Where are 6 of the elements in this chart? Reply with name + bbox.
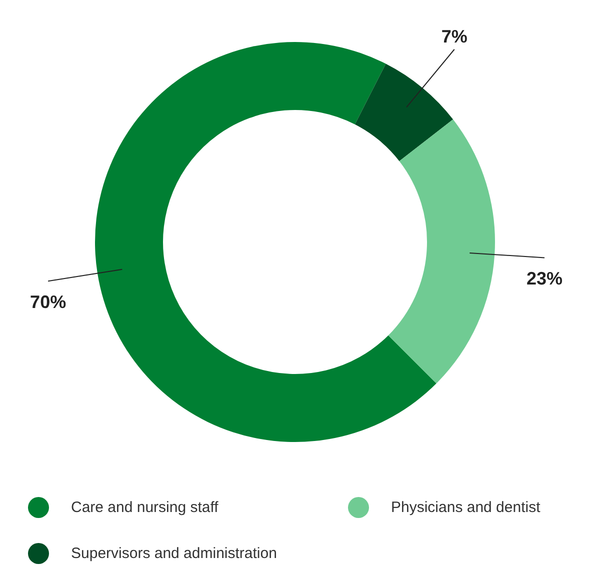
legend-label: Supervisors and administration [71, 544, 277, 562]
data-label: 70% [30, 292, 66, 312]
data-label: 23% [526, 268, 563, 289]
legend-label: Physicians and dentist [391, 498, 540, 516]
data-label: 7% [441, 26, 468, 46]
legend-label: Care and nursing staff [71, 498, 218, 516]
